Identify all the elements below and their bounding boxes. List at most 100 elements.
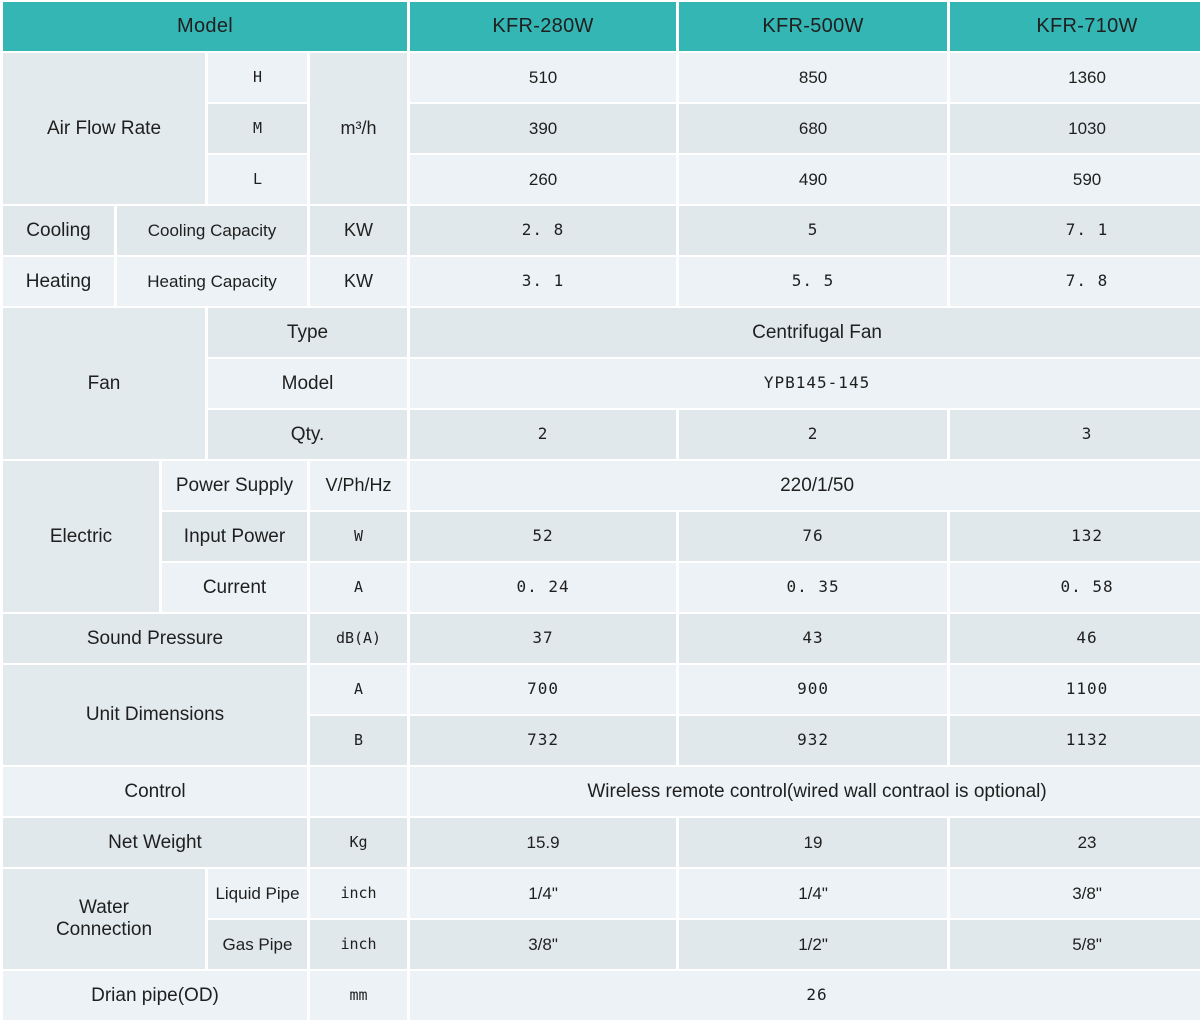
table-row: Model YPB145-145	[3, 359, 1200, 408]
value-cell: 15.9	[410, 818, 677, 867]
table-row: Qty. 2 2 3	[3, 410, 1200, 459]
table-row: Net Weight Kg 15.9 19 23	[3, 818, 1200, 867]
table-row: Current A 0. 24 0. 35 0. 58	[3, 563, 1200, 612]
value-cell: 1/4"	[679, 869, 948, 918]
sub-label-cell: Qty.	[208, 410, 408, 459]
sub-label-cell: Model	[208, 359, 408, 408]
value-cell: 5	[679, 206, 948, 255]
unit-cell: KW	[310, 206, 408, 255]
value-cell: YPB145-145	[410, 359, 1200, 408]
value-cell: 7. 1	[950, 206, 1200, 255]
value-cell: Wireless remote control(wired wall contr…	[410, 767, 1200, 816]
unit-cell: W	[310, 512, 408, 561]
unit-cell: Kg	[310, 818, 408, 867]
value-cell: 132	[950, 512, 1200, 561]
sub-label-cell: Current	[162, 563, 307, 612]
value-cell: 900	[679, 665, 948, 714]
row-label-cell: Unit Dimensions	[3, 665, 307, 765]
row-label-cell: Electric	[3, 461, 159, 612]
unit-cell: dB(A)	[310, 614, 408, 663]
unit-cell: m³/h	[310, 53, 408, 204]
value-cell: 390	[410, 104, 677, 153]
value-cell: Centrifugal Fan	[410, 308, 1200, 357]
value-cell: 5/8"	[950, 920, 1200, 969]
value-cell: 680	[679, 104, 948, 153]
sub-label-cell: Input Power	[162, 512, 307, 561]
unit-cell: V/Ph/Hz	[310, 461, 408, 510]
model-name-cell: KFR-500W	[679, 2, 948, 51]
value-cell: 2	[410, 410, 677, 459]
value-cell: 732	[410, 716, 677, 765]
value-cell: 2	[679, 410, 948, 459]
table-row: Fan Type Centrifugal Fan	[3, 308, 1200, 459]
sub-label-cell: Type	[208, 308, 408, 357]
row-label-cell: Water Connection	[3, 869, 205, 969]
unit-cell: L	[208, 155, 307, 204]
value-cell: 37	[410, 614, 677, 663]
value-cell: 1/2"	[679, 920, 948, 969]
value-cell: 1100	[950, 665, 1200, 714]
row-label-cell: Sound Pressure	[3, 614, 307, 663]
unit-cell: A	[310, 665, 408, 714]
table-row: L 260 490 590	[3, 155, 1200, 204]
table-row: Sound Pressure dB(A) 37 43 46	[3, 614, 1200, 663]
value-cell: 0. 58	[950, 563, 1200, 612]
model-name-cell: KFR-280W	[410, 2, 677, 51]
value-cell: 3. 1	[410, 257, 677, 306]
value-cell: 932	[679, 716, 948, 765]
value-cell: 46	[950, 614, 1200, 663]
unit-cell: inch	[310, 920, 408, 969]
sub-label-cell: Heating Capacity	[117, 257, 307, 306]
value-cell: 52	[410, 512, 677, 561]
value-cell: 260	[410, 155, 677, 204]
value-cell: 26	[410, 971, 1200, 1020]
value-cell: 7. 8	[950, 257, 1200, 306]
sub-label-cell: Gas Pipe	[208, 920, 307, 969]
value-cell: 1132	[950, 716, 1200, 765]
value-cell: 2. 8	[410, 206, 677, 255]
value-cell: 1/4"	[410, 869, 677, 918]
table-row: B 732 932 1132	[3, 716, 1200, 765]
table-row: Heating Heating Capacity KW 3. 1 5. 5 7. 8	[3, 257, 1200, 306]
table-row: Cooling Cooling Capacity KW 2. 8 5 7. 1	[3, 206, 1200, 255]
value-cell: 1360	[950, 53, 1200, 102]
value-cell: 23	[950, 818, 1200, 867]
unit-cell: H	[208, 53, 307, 102]
sub-label-cell: Liquid Pipe	[208, 869, 307, 918]
table-row: Drian pipe(OD) mm 26	[3, 971, 1200, 1020]
value-cell: 1030	[950, 104, 1200, 153]
value-cell: 5. 5	[679, 257, 948, 306]
spec-table-body: Model KFR-280W KFR-500W KFR-710W Air Flow Ra…	[3, 2, 1200, 1020]
row-label-cell: Fan	[3, 308, 205, 459]
value-cell: 0. 35	[679, 563, 948, 612]
value-cell: 3/8"	[410, 920, 677, 969]
unit-cell: KW	[310, 257, 408, 306]
value-cell: 43	[679, 614, 948, 663]
model-name-cell: KFR-710W	[950, 2, 1200, 51]
value-cell: 850	[679, 53, 948, 102]
header-row: Model KFR-280W KFR-500W KFR-710W	[3, 2, 1200, 51]
table-row: Water Connection Liquid Pipe inch 1/4" 1/4" 3…	[3, 869, 1200, 969]
table-row: Electric Power Supply V/Ph/Hz 220/1/50	[3, 461, 1200, 612]
table-row: Input Power W 52 76 132	[3, 512, 1200, 561]
row-label-cell: Air Flow Rate	[3, 53, 205, 204]
row-label-cell: Drian pipe(OD)	[3, 971, 307, 1020]
value-cell: 510	[410, 53, 677, 102]
value-cell: 0. 24	[410, 563, 677, 612]
model-header-cell: Model	[3, 2, 408, 51]
unit-cell: B	[310, 716, 408, 765]
unit-cell: A	[310, 563, 408, 612]
value-cell: 3	[950, 410, 1200, 459]
table-row: Gas Pipe inch 3/8" 1/2" 5/8"	[3, 920, 1200, 969]
unit-cell	[310, 767, 408, 816]
row-label-cell: Heating	[3, 257, 114, 306]
value-cell: 590	[950, 155, 1200, 204]
row-label-cell: Control	[3, 767, 307, 816]
value-cell: 3/8"	[950, 869, 1200, 918]
value-cell: 76	[679, 512, 948, 561]
unit-cell: mm	[310, 971, 408, 1020]
table-row: Unit Dimensions A 700 900 1100	[3, 665, 1200, 765]
value-cell: 19	[679, 818, 948, 867]
